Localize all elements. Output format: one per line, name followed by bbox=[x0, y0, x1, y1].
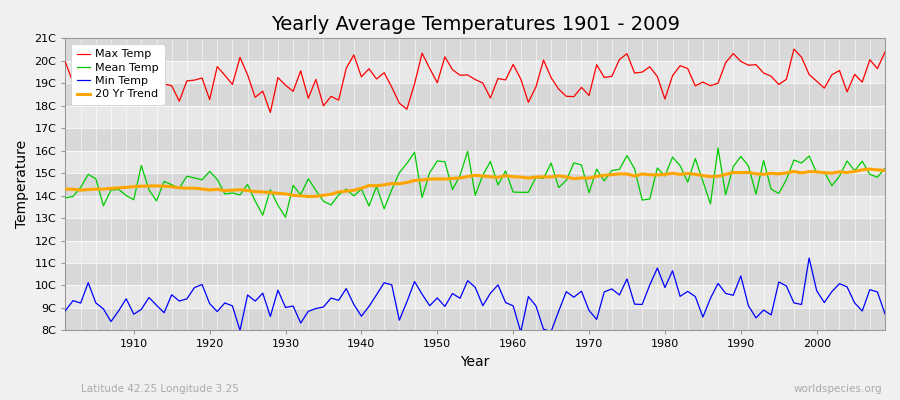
20 Yr Trend bbox=[303, 194, 314, 199]
Min Temp bbox=[516, 330, 526, 334]
Mean Temp bbox=[295, 192, 306, 197]
Max Temp bbox=[295, 68, 306, 73]
Min Temp bbox=[500, 300, 511, 305]
Max Temp bbox=[788, 47, 799, 52]
20 Yr Trend bbox=[508, 174, 518, 179]
Max Temp bbox=[516, 77, 526, 82]
20 Yr Trend bbox=[864, 167, 875, 172]
Line: Max Temp: Max Temp bbox=[66, 49, 885, 112]
Bar bbox=[66, 128, 885, 151]
Mean Temp bbox=[713, 146, 724, 150]
20 Yr Trend bbox=[121, 185, 131, 190]
Bar bbox=[66, 218, 885, 240]
Max Temp bbox=[60, 60, 71, 65]
20 Yr Trend bbox=[288, 193, 299, 198]
Min Temp bbox=[508, 304, 518, 308]
Min Temp bbox=[607, 286, 617, 291]
Bar bbox=[66, 83, 885, 106]
Bar bbox=[66, 308, 885, 330]
Mean Temp bbox=[60, 196, 71, 200]
Min Temp bbox=[879, 312, 890, 316]
20 Yr Trend bbox=[341, 189, 352, 194]
20 Yr Trend bbox=[516, 175, 526, 180]
Min Temp bbox=[288, 304, 299, 308]
Title: Yearly Average Temperatures 1901 - 2009: Yearly Average Temperatures 1901 - 2009 bbox=[271, 15, 680, 34]
Mean Temp bbox=[516, 190, 526, 195]
Mean Temp bbox=[607, 168, 617, 173]
Bar bbox=[66, 240, 885, 263]
Mean Temp bbox=[879, 166, 890, 171]
20 Yr Trend bbox=[879, 168, 890, 173]
X-axis label: Year: Year bbox=[461, 355, 490, 369]
Legend: Max Temp, Mean Temp, Min Temp, 20 Yr Trend: Max Temp, Mean Temp, Min Temp, 20 Yr Tre… bbox=[71, 44, 165, 105]
Text: Latitude 42.25 Longitude 3.25: Latitude 42.25 Longitude 3.25 bbox=[81, 384, 239, 394]
Y-axis label: Temperature: Temperature bbox=[15, 140, 29, 228]
Bar bbox=[66, 286, 885, 308]
Min Temp bbox=[804, 256, 814, 260]
Line: Min Temp: Min Temp bbox=[66, 258, 885, 332]
Min Temp bbox=[60, 308, 71, 313]
Max Temp bbox=[508, 62, 518, 67]
Max Temp bbox=[121, 74, 131, 79]
20 Yr Trend bbox=[60, 187, 71, 192]
Mean Temp bbox=[341, 187, 352, 192]
Max Temp bbox=[341, 66, 352, 71]
Mean Temp bbox=[508, 190, 518, 194]
Max Temp bbox=[265, 110, 275, 115]
20 Yr Trend bbox=[607, 172, 617, 177]
Text: worldspecies.org: worldspecies.org bbox=[794, 384, 882, 394]
Line: 20 Yr Trend: 20 Yr Trend bbox=[66, 169, 885, 196]
Mean Temp bbox=[121, 193, 131, 198]
Bar bbox=[66, 173, 885, 196]
Max Temp bbox=[607, 74, 617, 79]
Min Temp bbox=[333, 298, 344, 303]
Bar bbox=[66, 151, 885, 173]
Bar bbox=[66, 106, 885, 128]
Max Temp bbox=[879, 50, 890, 54]
Min Temp bbox=[121, 296, 131, 301]
Bar bbox=[66, 196, 885, 218]
Bar bbox=[66, 61, 885, 83]
Bar bbox=[66, 38, 885, 61]
Mean Temp bbox=[280, 215, 291, 220]
Line: Mean Temp: Mean Temp bbox=[66, 148, 885, 217]
Bar bbox=[66, 263, 885, 286]
